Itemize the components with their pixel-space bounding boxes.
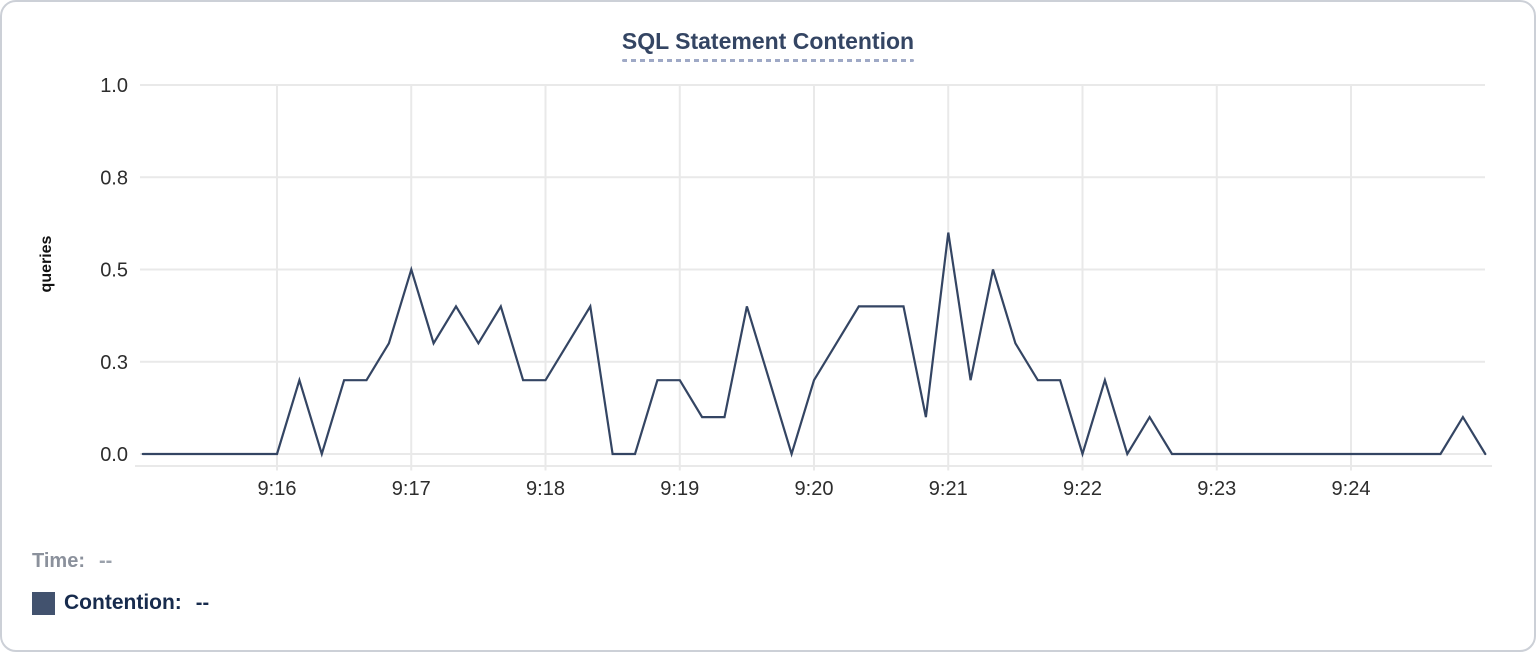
chart-title[interactable]: SQL Statement Contention <box>622 28 914 62</box>
time-readout: Time: -- <box>32 550 112 573</box>
y-tick-label: 0.3 <box>100 352 128 374</box>
x-tick-label: 9:23 <box>1197 478 1236 500</box>
x-tick-label: 9:16 <box>258 478 297 500</box>
x-tick-label: 9:18 <box>526 478 565 500</box>
time-value: -- <box>98 550 113 572</box>
x-tick-label: 9:21 <box>929 478 968 500</box>
y-tick-label: 1.0 <box>100 75 128 97</box>
x-tick-label: 9:24 <box>1332 478 1371 500</box>
chart-header: SQL Statement Contention <box>2 28 1534 62</box>
time-label: Time: <box>32 550 85 572</box>
contention-label: Contention: <box>64 591 182 614</box>
contention-value: -- <box>195 591 210 614</box>
contention-series-swatch[interactable] <box>32 591 55 615</box>
x-tick-label: 9:19 <box>660 478 699 500</box>
x-tick-label: 9:22 <box>1063 478 1102 500</box>
contention-legend-item[interactable]: Contention: -- <box>32 591 209 615</box>
chart-plot-hover-area[interactable] <box>140 85 1485 466</box>
y-axis-title: queries <box>38 235 55 292</box>
y-tick-label: 0.0 <box>100 444 128 466</box>
y-tick-label: 0.8 <box>100 167 128 189</box>
x-tick-label: 9:17 <box>392 478 431 500</box>
x-tick-label: 9:20 <box>795 478 834 500</box>
contention-chart[interactable]: 0.0 0.3 0.5 0.8 1.0 9:16 9:17 9:18 9:19 9:20 9:21 9… <box>2 2 1536 524</box>
contention-series-line <box>141 232 1487 458</box>
y-tick-label: 0.5 <box>100 260 128 282</box>
